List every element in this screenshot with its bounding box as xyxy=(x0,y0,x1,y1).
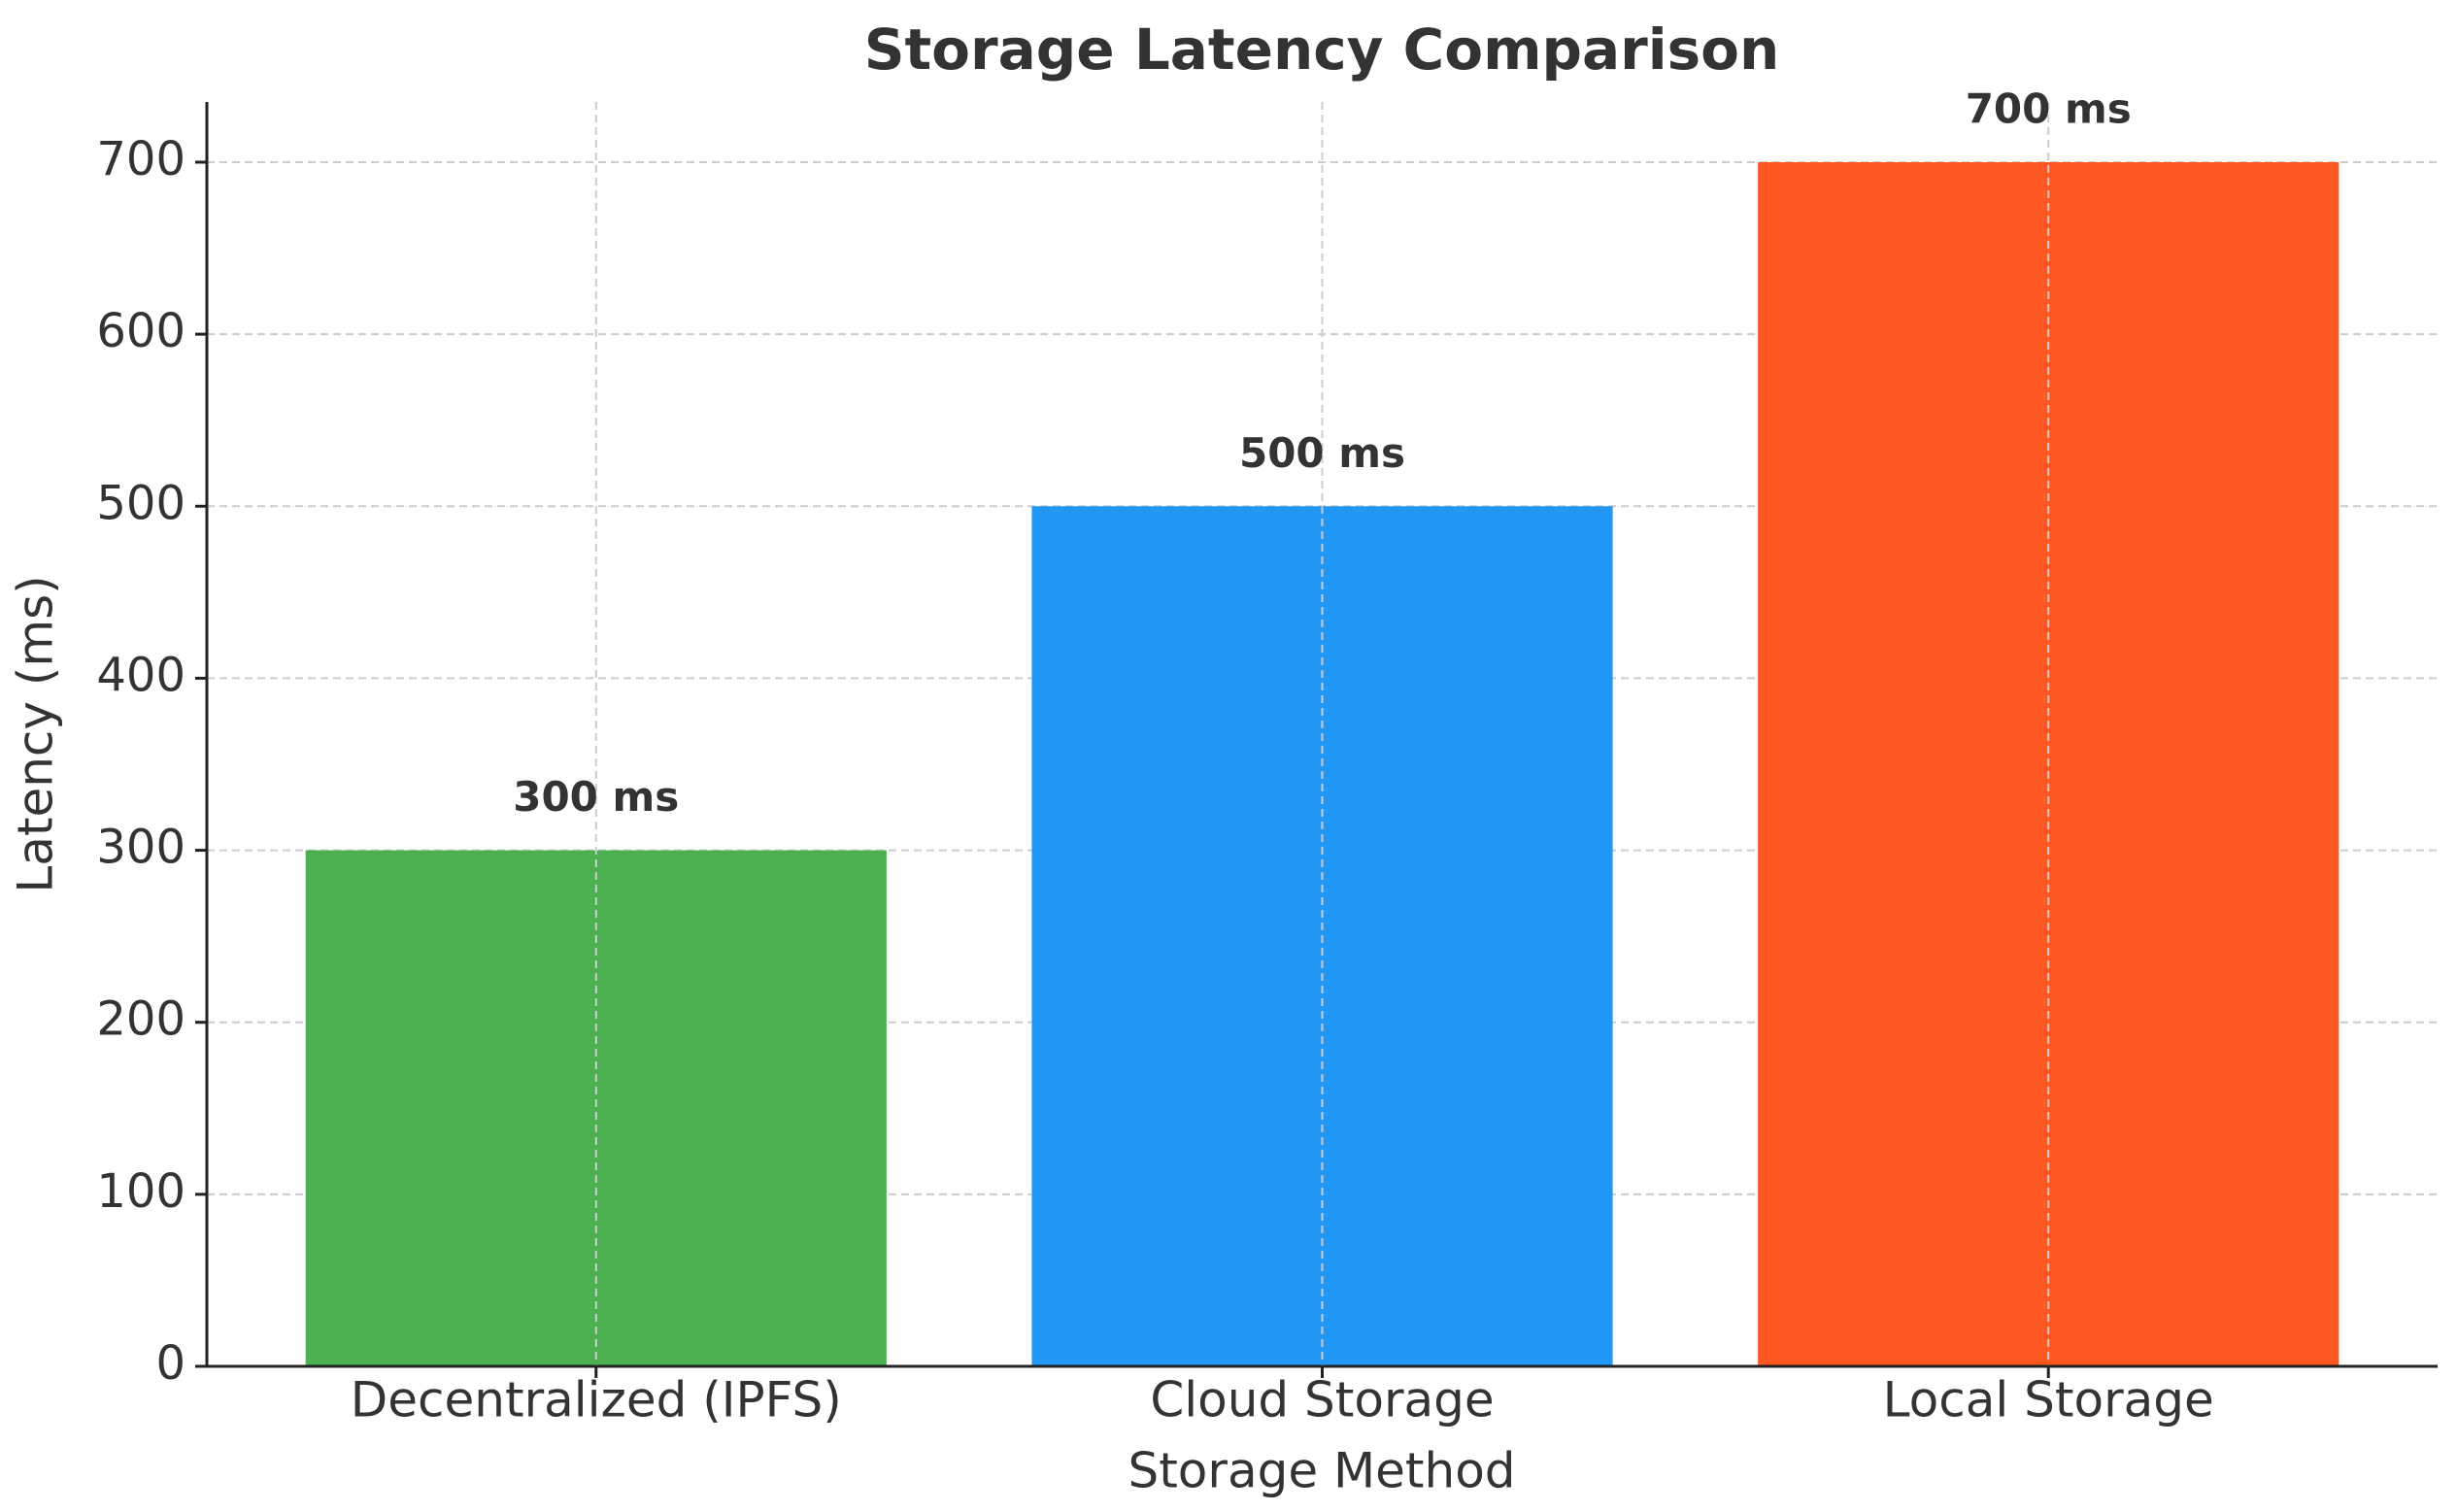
value-label: 500 ms xyxy=(1239,429,1405,477)
y-tick-label: 700 xyxy=(96,132,185,186)
x-axis-label: Storage Method xyxy=(1128,1443,1515,1499)
y-tick-label: 600 xyxy=(96,304,185,358)
value-label: 700 ms xyxy=(1966,85,2132,133)
y-tick-label: 500 xyxy=(96,476,185,530)
y-tick-label: 100 xyxy=(96,1164,185,1219)
y-tick-label: 200 xyxy=(96,992,185,1047)
y-tick-label: 400 xyxy=(96,648,185,702)
y-axis-label: Latency (ms) xyxy=(8,575,64,892)
chart-title: Storage Latency Comparison xyxy=(864,17,1780,83)
x-tick-label: Decentralized (IPFS) xyxy=(351,1372,842,1428)
y-tick-label: 0 xyxy=(155,1336,185,1391)
x-tick-label: Local Storage xyxy=(1883,1372,2214,1428)
y-tick-label: 300 xyxy=(96,821,185,875)
value-label: 300 ms xyxy=(513,773,679,821)
x-tick-label: Cloud Storage xyxy=(1150,1372,1494,1428)
